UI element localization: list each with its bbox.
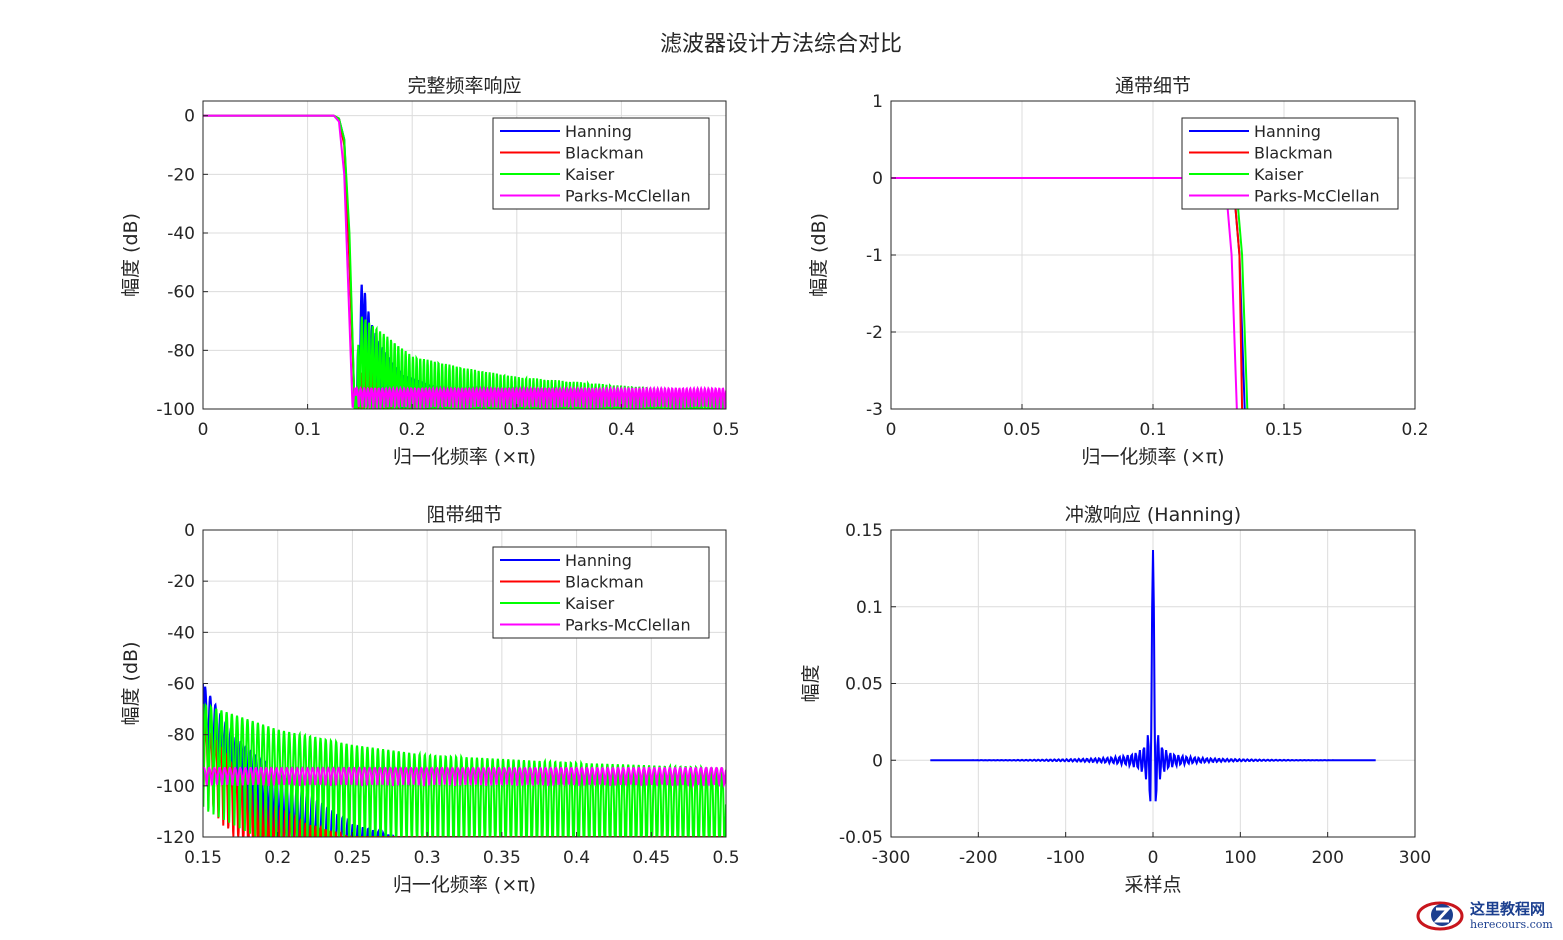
logo-cn-text: 这里教程网: [1470, 900, 1546, 918]
subplot-stopband-detail: 0.15 0.2 0.25 0.3 0.35 0.4 0.45 0.5 0 -20 -40 -60 -8…: [120, 504, 740, 896]
legend-entry: Kaiser: [565, 165, 615, 184]
legend-entry: Hanning: [565, 122, 632, 141]
x-axis-label: 归一化频率 (×π): [1081, 446, 1224, 468]
legend-entry: Blackman: [565, 144, 644, 163]
plot-area: [203, 683, 726, 837]
plot-area: [930, 549, 1376, 802]
y-tick-label: 0.1: [856, 598, 883, 618]
y-tick-label: -60: [167, 283, 195, 303]
legend-entry: Parks-McClellan: [1254, 187, 1380, 206]
y-tick-label: 0: [184, 521, 195, 541]
y-tick-label: -120: [156, 828, 195, 848]
x-tick-label: 0.2: [399, 420, 426, 440]
y-axis-label: 幅度 (dB): [120, 642, 142, 726]
subplot-title: 通带细节: [1115, 75, 1191, 97]
series-line-parks-mcclellan: [203, 766, 726, 789]
logo-en-text: herecours.com: [1470, 918, 1553, 931]
y-tick-label: -60: [167, 675, 195, 695]
x-tick-label: 0: [1148, 848, 1159, 868]
y-tick-label: -1: [866, 246, 883, 266]
y-tick-label: -40: [167, 623, 195, 643]
x-tick-label: 0: [198, 420, 209, 440]
series-line-kaiser: [203, 702, 726, 837]
y-tick-label: -2: [866, 323, 883, 343]
legend-box: [1181, 117, 1399, 210]
x-tick-label: 0.25: [333, 848, 371, 868]
legend-entry: Blackman: [565, 573, 644, 592]
y-tick-label: -100: [156, 400, 195, 420]
axes-frame: [202, 100, 727, 410]
y-axis-label: 幅度 (dB): [808, 213, 830, 297]
legend-box: [492, 546, 710, 639]
y-tick-label: 0.05: [845, 675, 883, 695]
y-tick-label: 0: [872, 751, 883, 771]
figure-title: 滤波器设计方法综合对比: [660, 32, 902, 57]
legend: Hanning Blackman Kaiser Parks-McClellan: [1181, 117, 1399, 210]
x-tick-label: 0.2: [1401, 420, 1428, 440]
x-tick-label: 0.45: [632, 848, 670, 868]
y-tick-label: 0: [184, 107, 195, 127]
x-tick-label: 300: [1399, 848, 1431, 868]
x-tick-label: 0.5: [712, 420, 739, 440]
x-tick-label: 0.1: [294, 420, 321, 440]
series-line-hanning: [930, 549, 1376, 802]
legend-entry: Hanning: [1254, 122, 1321, 141]
x-axis-label: 采样点: [1124, 874, 1181, 896]
x-tick-label: 0.35: [483, 848, 521, 868]
logo-z-icon: [1416, 901, 1464, 931]
plot-area: [203, 114, 726, 409]
legend-entry: Kaiser: [1254, 165, 1304, 184]
legend-entry: Hanning: [565, 551, 632, 570]
y-tick-label: 0: [872, 169, 883, 189]
x-tick-label: -200: [959, 848, 998, 868]
legend-entry: Parks-McClellan: [565, 616, 691, 635]
x-tick-label: -300: [872, 848, 911, 868]
series-line-hanning: [203, 683, 726, 837]
x-axis-label: 归一化频率 (×π): [393, 874, 536, 896]
x-tick-label: 0.1: [1139, 420, 1166, 440]
x-axis-label: 归一化频率 (×π): [393, 446, 536, 468]
y-tick-label: -80: [167, 726, 195, 746]
y-tick-label: -3: [866, 400, 883, 420]
subplot-title: 完整频率响应: [407, 75, 521, 97]
x-tick-label: 0.3: [414, 848, 441, 868]
legend-entry: Kaiser: [565, 594, 615, 613]
x-tick-label: 0.3: [503, 420, 530, 440]
y-axis-label: 幅度 (dB): [120, 213, 142, 297]
legend: Hanning Blackman Kaiser Parks-McClellan: [492, 546, 710, 639]
watermark-logo: 这里教程网 herecours.com: [1414, 896, 1562, 936]
x-tick-label: -100: [1046, 848, 1085, 868]
legend-box: [492, 117, 710, 210]
legend-entry: Blackman: [1254, 144, 1333, 163]
x-tick-label: 100: [1224, 848, 1256, 868]
y-tick-label: -40: [167, 224, 195, 244]
y-tick-label: 0.15: [845, 521, 883, 541]
series-line-blackman: [203, 721, 726, 837]
x-tick-label: 0.2: [264, 848, 291, 868]
x-tick-label: 0.15: [1265, 420, 1303, 440]
y-tick-label: -20: [167, 572, 195, 592]
x-tick-label: 200: [1311, 848, 1343, 868]
legend-entry: Parks-McClellan: [565, 187, 691, 206]
y-tick-label: 1: [872, 92, 883, 112]
y-tick-label: -0.05: [839, 828, 883, 848]
x-tick-label: 0.15: [184, 848, 222, 868]
y-tick-label: -80: [167, 341, 195, 361]
x-tick-label: 0.5: [712, 848, 739, 868]
x-tick-label: 0: [886, 420, 897, 440]
series-line-parks-mcclellan: [203, 114, 726, 409]
x-tick-label: 0.4: [608, 420, 635, 440]
subplot-title: 阻带细节: [426, 504, 502, 526]
subplot-impulse-response: -300 -200 -100 0 100 200 300 0.15 0.1 0.05 0 -0.05 冲…: [800, 504, 1431, 896]
x-tick-label: 0.05: [1003, 420, 1041, 440]
y-tick-label: -20: [167, 165, 195, 185]
y-axis-label: 幅度: [800, 664, 822, 702]
legend: Hanning Blackman Kaiser Parks-McClellan: [492, 117, 710, 210]
subplot-title: 冲激响应 (Hanning): [1065, 504, 1241, 526]
x-tick-label: 0.4: [563, 848, 590, 868]
subplot-full-response: 0 0.1 0.2 0.3 0.4 0.5 0 -20 -40 -60 -80 -100 完整频率响应归…: [120, 75, 740, 468]
y-tick-label: -100: [156, 777, 195, 797]
